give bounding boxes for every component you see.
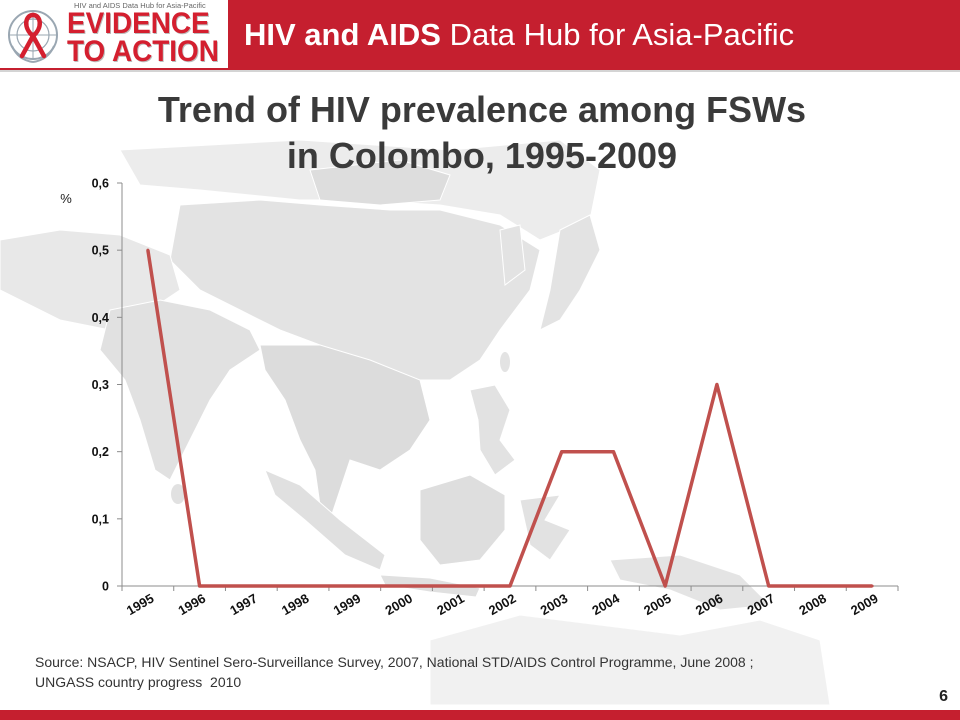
map-japan [539, 214, 601, 331]
x-tick-label: 2002 [486, 591, 519, 618]
x-tick-label: 1998 [279, 591, 312, 618]
header-title-rest: Data Hub for Asia-Pacific [449, 17, 795, 52]
data-point [353, 584, 357, 588]
data-point [301, 584, 305, 588]
y-axis: 0 0,1 0,2 0,3 0,4 0,5 0,6 [92, 177, 123, 594]
data-point [870, 584, 874, 588]
logo-to-action-text: TO ACTION [67, 35, 219, 68]
map-sri-lanka [171, 484, 185, 504]
data-point [508, 584, 512, 588]
logo-tagline: HIV and AIDS Data Hub for Asia-Pacific [74, 1, 206, 10]
red-ribbon-icon [19, 12, 47, 59]
data-point [818, 584, 822, 588]
header-title: HIV and AIDS Data Hub for Asia-Pacific [244, 0, 794, 70]
page-number: 6 [939, 688, 948, 705]
data-point [715, 383, 719, 386]
slide-title-line-2: in Colombo, 1995-2009 [286, 135, 678, 176]
map-mongolia [309, 159, 451, 206]
source-line-2: UNGASS country progress 2010 [35, 674, 242, 690]
x-tick-label: 1996 [176, 591, 209, 618]
series-line [146, 249, 873, 588]
y-axis-unit-label: % [60, 191, 72, 206]
x-axis: 1995 1996 1997 1998 1999 2000 2001 2002 2003 2004… [121, 585, 899, 618]
x-tick-label: 1999 [331, 591, 364, 618]
map-sulawesi [519, 494, 571, 561]
header-title-bold: HIV and AIDS [244, 17, 441, 52]
y-tick-label: 0 [102, 580, 109, 594]
x-tick-label: 2001 [434, 591, 467, 618]
data-point [249, 584, 253, 588]
x-tick-label: 2003 [538, 591, 571, 618]
x-tick-label: 2008 [796, 591, 829, 618]
x-tick-label: 2006 [693, 591, 726, 618]
data-point [456, 584, 460, 588]
map-taiwan [500, 352, 510, 372]
map-australia [429, 614, 831, 706]
y-tick-label: 0,5 [92, 244, 109, 258]
logo-evidence-text: EVIDENCE [67, 7, 210, 40]
y-tick-label: 0,6 [92, 177, 109, 191]
slide-title-line-1: Trend of HIV prevalence among FSWs [157, 89, 807, 130]
y-tick-label: 0,2 [92, 445, 109, 459]
data-point [611, 450, 615, 454]
x-tick-label: 1995 [124, 591, 157, 618]
data-point [405, 584, 409, 588]
data-point [560, 450, 564, 454]
source-note: Source: NSACP, HIV Sentinel Sero-Surveil… [35, 652, 754, 692]
y-tick-label: 0,3 [92, 378, 109, 392]
map-india [99, 299, 261, 481]
un-emblem-icon [8, 10, 58, 63]
slide-title: Trend of HIV prevalence among FSWs in Co… [0, 87, 960, 179]
map-new-guinea [609, 554, 772, 611]
map-korea [499, 224, 526, 286]
y-tick-label: 0,4 [92, 311, 109, 325]
data-point [198, 584, 202, 588]
x-tick-label: 1997 [227, 591, 260, 618]
map-indochina [259, 344, 431, 522]
footer-bar [0, 710, 960, 720]
plot-series [146, 248, 874, 588]
y-tick-label: 0,1 [92, 512, 109, 526]
map-borneo [419, 474, 506, 566]
map-sumatra [264, 469, 386, 571]
source-line-1: Source: NSACP, HIV Sentinel Sero-Surveil… [35, 654, 754, 670]
data-point [663, 584, 667, 588]
logo[interactable]: HIV and AIDS Data Hub for Asia-Pacific E… [0, 0, 228, 68]
x-tick-label: 2007 [745, 591, 778, 618]
x-tick-label: 2000 [382, 591, 415, 618]
map-china [169, 199, 541, 381]
x-tick-label: 2004 [589, 590, 622, 618]
header-bar: HIV and AIDS Data Hub for Asia-Pacific E… [0, 0, 960, 72]
data-point [767, 584, 771, 588]
data-point [146, 248, 150, 252]
x-tick-label: 2009 [848, 591, 881, 618]
x-tick-label: 2005 [641, 591, 674, 618]
map-philippines [469, 384, 516, 476]
